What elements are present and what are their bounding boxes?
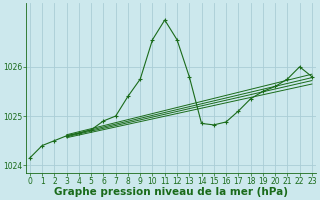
X-axis label: Graphe pression niveau de la mer (hPa): Graphe pression niveau de la mer (hPa) <box>54 187 288 197</box>
